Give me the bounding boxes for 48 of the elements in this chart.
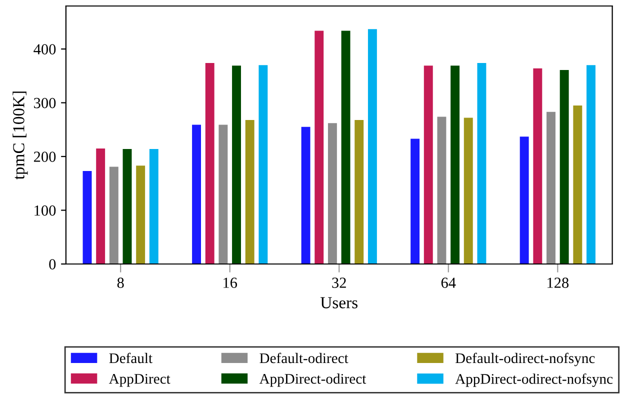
y-tick-label: 300 xyxy=(34,98,56,108)
bar xyxy=(560,70,569,264)
bar xyxy=(410,138,420,264)
legend-label: Default-odirect xyxy=(260,352,348,364)
bar xyxy=(136,166,146,264)
legend-label: AppDirect-odirect-nofsync xyxy=(455,373,613,387)
x-tick-label: 128 xyxy=(548,278,569,288)
bar xyxy=(96,148,106,264)
bar xyxy=(122,148,132,264)
legend-label: AppDirect-odirect xyxy=(259,374,366,387)
y-axis-title: tpmC [100K] xyxy=(12,92,28,180)
bar xyxy=(301,126,310,264)
bar xyxy=(258,65,268,264)
legend-label: AppDirect xyxy=(108,374,170,387)
bar xyxy=(368,29,377,264)
bar xyxy=(533,68,542,264)
bar xyxy=(477,62,486,264)
bar xyxy=(573,105,582,264)
bar xyxy=(232,66,241,264)
x-tick-label: 16 xyxy=(224,278,238,288)
x-tick-label: 32 xyxy=(332,278,346,288)
bar xyxy=(437,116,446,264)
bar xyxy=(205,62,214,264)
bar xyxy=(464,118,473,264)
y-tick-label: 0 xyxy=(49,259,56,270)
bar xyxy=(192,124,201,264)
bar xyxy=(82,171,92,264)
x-tick-label: 8 xyxy=(117,278,124,288)
legend-label: Default xyxy=(109,352,152,364)
bar xyxy=(424,66,433,264)
bar xyxy=(450,66,460,264)
bar xyxy=(109,166,118,264)
y-tick-label: 400 xyxy=(34,44,56,54)
x-tick-label: 64 xyxy=(441,278,456,288)
y-tick-label: 100 xyxy=(34,205,56,216)
legend-label: Default-odirect-nofsync xyxy=(455,352,595,366)
bar xyxy=(218,124,228,264)
bar xyxy=(520,136,529,264)
y-tick-label: 200 xyxy=(34,152,56,162)
bar xyxy=(546,112,556,264)
x-axis-title: Users xyxy=(320,297,358,308)
bar xyxy=(314,30,324,264)
bar xyxy=(328,123,337,264)
bar xyxy=(586,65,596,264)
bar xyxy=(149,148,158,264)
bar xyxy=(354,120,364,264)
bar xyxy=(245,120,254,264)
bar xyxy=(341,30,350,264)
